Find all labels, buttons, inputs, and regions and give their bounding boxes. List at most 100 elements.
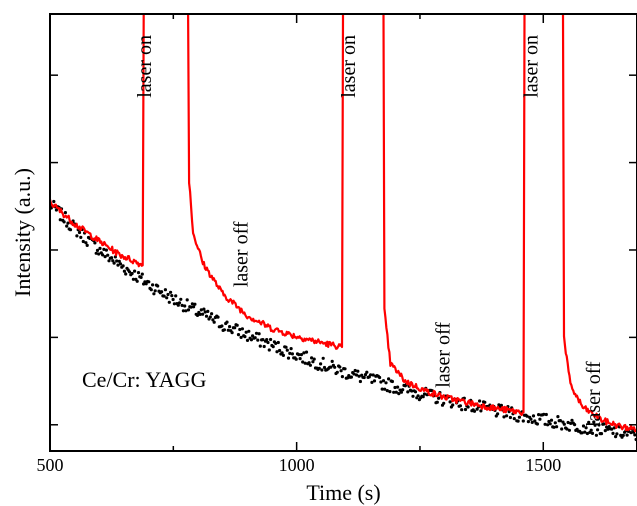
red-trace-segment (187, 14, 345, 350)
scatter-point (177, 301, 182, 305)
scatter-point (139, 275, 143, 279)
scatter-point (121, 264, 125, 268)
scatter-point (77, 230, 82, 235)
scatter-point (413, 390, 418, 394)
annotation-label: laser off (583, 361, 605, 427)
scatter-point (162, 294, 166, 298)
scatter-point (269, 337, 273, 342)
scatter-point (611, 431, 615, 435)
scatter-point (352, 372, 356, 376)
scatter-point (160, 290, 164, 294)
scatter-point (81, 239, 85, 244)
scatter-point (276, 340, 280, 345)
scatter-point (512, 417, 516, 421)
scatter-point (593, 423, 597, 427)
annotation-label: laser on (520, 35, 542, 98)
scatter-point (530, 420, 534, 424)
scatter-point (546, 423, 550, 427)
scatter-point (383, 387, 387, 391)
scatter-point (602, 422, 606, 426)
scatter-point (542, 412, 546, 416)
scatter-point (362, 375, 366, 380)
scatter-point (266, 340, 270, 345)
scatter-point (458, 404, 462, 408)
scatter-point (95, 248, 100, 252)
scatter-point (112, 261, 116, 265)
scatter-point (302, 351, 306, 355)
scatter-point (85, 243, 89, 247)
scatter-point (353, 368, 357, 373)
scatter-point (235, 323, 239, 327)
scatter-point (66, 221, 70, 225)
scatter-point (298, 357, 302, 361)
scatter-point (335, 370, 339, 374)
scatter-point (340, 375, 344, 379)
scatter-point (239, 335, 243, 339)
scatter-point (529, 417, 533, 421)
scatter-point (171, 297, 175, 302)
scatter-point (422, 392, 427, 396)
scatter-point (243, 335, 247, 339)
scatter-point (437, 396, 441, 400)
scatter-point (244, 330, 248, 334)
scatter-point (288, 351, 292, 355)
scatter-point (297, 353, 301, 357)
scatter-point (220, 324, 224, 328)
scatter-point (553, 421, 557, 425)
scatter-point (116, 263, 120, 267)
scatter-point (115, 259, 119, 263)
scatter-point (308, 363, 312, 367)
scatter-point (556, 415, 560, 419)
scatter-point (267, 348, 271, 352)
scatter-point (303, 361, 307, 365)
x-tick-label: 1500 (525, 455, 561, 475)
scatter-point (247, 329, 251, 333)
scatter-point (127, 270, 132, 274)
scatter-point (84, 241, 88, 245)
scatter-point (329, 365, 333, 369)
scatter-point (174, 294, 178, 298)
scatter-point (103, 255, 107, 259)
scatter-point (262, 344, 266, 349)
scatter-point (317, 366, 321, 370)
scatter-point (93, 241, 97, 245)
scatter-point (387, 377, 391, 381)
x-tick-label: 1000 (279, 455, 315, 475)
scatter-point (370, 380, 374, 384)
scatter-point (301, 360, 305, 364)
scatter-point (321, 356, 325, 360)
scatter-point (275, 350, 279, 354)
scatter-point (193, 302, 197, 306)
scatter-point (189, 305, 193, 309)
scatter-point (198, 312, 202, 316)
scatter-point (451, 403, 455, 407)
scatter-point (176, 303, 180, 307)
scatter-point (98, 246, 102, 250)
scatter-point (122, 269, 126, 273)
scatter-point (195, 313, 200, 317)
scatter-point (356, 369, 360, 373)
scatter-point (312, 357, 316, 361)
scatter-point (460, 408, 464, 412)
scatter-point (172, 302, 176, 306)
scatter-point (236, 333, 241, 337)
scatter-point (65, 224, 69, 228)
scatter-point (185, 298, 189, 302)
scatter-point (54, 208, 59, 212)
annotation-label: laser off (433, 322, 455, 388)
scatter-point (379, 380, 383, 384)
scatter-point (538, 417, 542, 421)
scatter-point (549, 418, 554, 422)
scatter-point (170, 294, 174, 298)
scatter-point (371, 373, 375, 377)
x-tick-label: 500 (37, 455, 64, 475)
scatter-point (290, 352, 294, 356)
scatter-point (278, 348, 282, 353)
scatter-point (466, 405, 470, 409)
red-trace-segment (561, 14, 637, 433)
scatter-point (124, 272, 128, 276)
scatter-point (79, 235, 83, 239)
scatter-point (102, 247, 106, 251)
scatter-point (133, 269, 137, 273)
scatter-point (381, 379, 386, 383)
